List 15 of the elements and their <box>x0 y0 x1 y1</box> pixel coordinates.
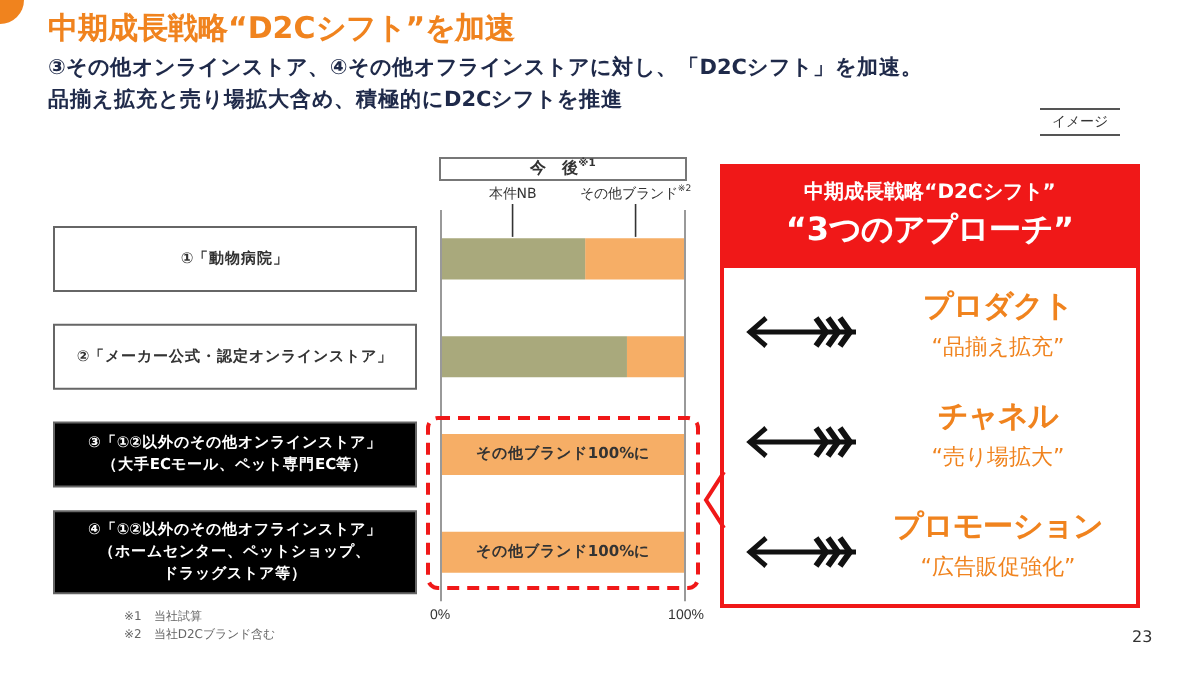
chart-title: 中期成長戦略“D2Cシフト”を加速 <box>48 10 516 48</box>
bar <box>440 336 627 378</box>
text: 中期成長戦略“D2Cシフト” <box>802 179 1058 206</box>
chart-subtitle: ③その他オンラインストア、④その他オフラインストアに対し、「D2Cシフト」を加速。品揃え拡充と売り場拡大含め、積極的にD2Cシフトを推進 <box>48 53 926 116</box>
text: “品揃え拡充” <box>929 332 1067 362</box>
bar <box>585 238 686 280</box>
bar <box>626 336 686 378</box>
bar <box>440 238 586 280</box>
text: チャネル <box>936 398 1061 436</box>
text: プロモーション <box>891 508 1105 546</box>
text: 23 <box>1132 628 1153 646</box>
text: “売り場拡大” <box>929 442 1067 472</box>
text: “3つのアプローチ” <box>783 210 1077 252</box>
text: プロダクト <box>921 288 1075 326</box>
text: “広告販促強化” <box>918 552 1078 582</box>
